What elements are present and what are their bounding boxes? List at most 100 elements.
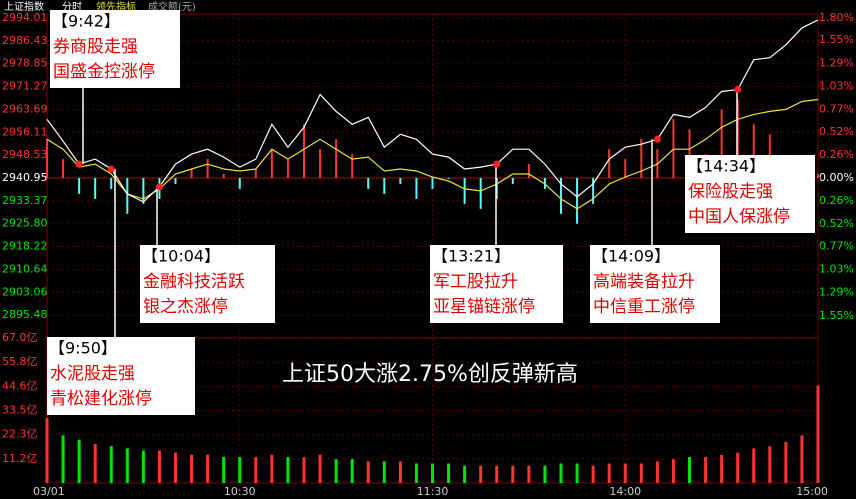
volume-bar <box>270 454 274 483</box>
annotation-box <box>590 245 720 323</box>
volume-bar <box>141 450 145 483</box>
volume-bar <box>607 463 611 483</box>
y2-tick-label: 0.26% <box>819 194 854 207</box>
volume-bar <box>623 463 627 483</box>
indicator-bar <box>78 178 81 194</box>
annotation-text: 水泥股走强 <box>50 364 135 384</box>
y-tick-label: 2948.53 <box>2 148 48 161</box>
y-tick-label: 2925.80 <box>2 217 48 230</box>
x-tick-label: 03/01 <box>33 485 65 498</box>
volume-bar <box>109 446 113 483</box>
y-tick-label: 2956.11 <box>2 125 48 138</box>
indicator-bar <box>367 178 370 189</box>
volume-tick-label: 22.3亿 <box>2 428 38 441</box>
y2-tick-label: 1.29% <box>819 286 854 299</box>
annotation-marker <box>155 183 163 191</box>
annotation-box <box>140 245 275 323</box>
y-tick-label: 2910.64 <box>2 262 48 275</box>
volume-tick-label: 44.6亿 <box>2 379 38 392</box>
volume-bar <box>254 457 258 483</box>
volume-bar <box>286 457 290 483</box>
volume-bar <box>800 435 804 483</box>
volume-bar <box>431 463 434 483</box>
y2-tick-label: 1.80% <box>819 11 854 24</box>
indicator-bar <box>238 178 241 189</box>
indicator-bar <box>399 178 402 184</box>
y2-tick-label: 1.03% <box>819 79 854 92</box>
price-line <box>46 19 819 203</box>
annotation-text: 亚星锚链涨停 <box>433 297 535 317</box>
volume-bar <box>125 448 129 483</box>
indicator-bar <box>640 139 643 178</box>
volume-bar <box>736 452 740 483</box>
y2-tick-label: 0.77% <box>819 239 854 252</box>
y-tick-label: 2918.22 <box>2 240 48 253</box>
indicator-bar <box>351 154 354 178</box>
indicator-bar <box>254 169 257 178</box>
annotation-text: 券商股走强 <box>53 37 138 57</box>
indicator-bar <box>94 178 97 199</box>
volume-bar <box>190 454 194 483</box>
annotation-marker <box>493 160 501 168</box>
indicator-bar <box>688 129 691 178</box>
indicator-bar <box>190 169 193 178</box>
y2-tick-label: 0.00% <box>819 171 854 184</box>
annotation-text: 金融科技活跃 <box>143 272 245 292</box>
volume-bar <box>704 457 708 483</box>
y-tick-label: 2933.37 <box>2 194 48 207</box>
indicator-bar <box>592 178 595 204</box>
y2-tick-label: 1.55% <box>819 33 854 46</box>
indicator-bar <box>62 159 65 178</box>
volume-bar <box>463 465 467 483</box>
annotation-marker <box>653 135 661 143</box>
volume-tick-label: 67.0亿 <box>2 331 38 344</box>
annotation-text: 保险股走强 <box>688 182 773 202</box>
volume-bar <box>334 459 338 483</box>
indicator-bar <box>527 164 530 178</box>
volume-bar <box>238 457 242 483</box>
annotation-text: 青松建化涨停 <box>50 389 152 409</box>
y-tick-label: 2895.48 <box>2 308 48 321</box>
x-tick-label: 11:30 <box>417 485 449 498</box>
y-tick-label: 2986.43 <box>2 34 48 47</box>
x-tick-label: 15:00 <box>796 485 828 498</box>
annotation-marker <box>75 160 83 168</box>
indicator-bar <box>560 178 562 214</box>
indicator-bar <box>817 174 819 178</box>
indicator-bar <box>511 178 514 184</box>
indicator-bar <box>303 124 305 178</box>
header-tab: 领先指标 <box>96 0 136 13</box>
annotation-text: 高端装备拉升 <box>593 272 695 292</box>
volume-bar <box>206 454 210 483</box>
indicator-bar <box>479 178 482 209</box>
y-tick-label: 2903.06 <box>2 285 48 298</box>
volume-tick-label: 33.5亿 <box>2 404 38 417</box>
volume-bar <box>45 418 49 483</box>
annotation-box <box>430 245 563 323</box>
y-tick-label: 2963.69 <box>2 102 48 115</box>
volume-bar <box>655 461 659 483</box>
y2-tick-label: 1.29% <box>819 56 854 69</box>
x-tick-label: 14:00 <box>609 485 641 498</box>
volume-bar <box>527 465 531 483</box>
volume-bar <box>174 452 177 483</box>
y2-tick-label: 0.26% <box>819 148 854 161</box>
x-tick-label: 10:30 <box>224 485 256 498</box>
volume-bar <box>816 385 820 483</box>
volume-bar <box>495 465 499 483</box>
indicator-bar <box>447 178 450 179</box>
volume-bar <box>414 463 418 483</box>
indicator-bar <box>206 159 209 178</box>
indicator-bar <box>174 178 177 184</box>
y-tick-label: 2971.27 <box>2 80 48 93</box>
annotation-box <box>50 10 180 88</box>
indicator-bar <box>270 149 273 178</box>
annotation-marker <box>734 86 742 94</box>
annotation-time: 【9:50】 <box>49 339 117 358</box>
